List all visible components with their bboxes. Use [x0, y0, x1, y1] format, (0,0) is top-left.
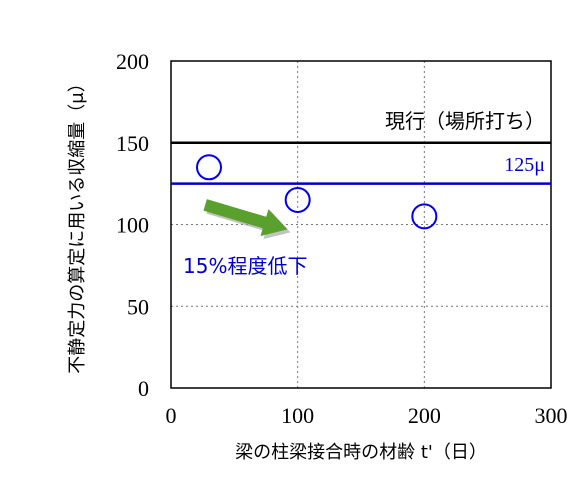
x-tick-label: 0 [166, 403, 177, 428]
x-tick-labels: 0 100 200 300 [166, 403, 568, 428]
x-axis-title: 梁の柱梁接合時の材齢 t'（日） [235, 442, 487, 463]
y-tick-label: 200 [116, 49, 149, 74]
y-tick-label: 150 [116, 131, 149, 156]
data-point [284, 186, 311, 213]
reference-125-label: 125μ [504, 154, 545, 176]
arrow-shape [203, 199, 288, 236]
x-tick-label: 200 [408, 403, 441, 428]
y-tick-label: 50 [127, 294, 149, 319]
y-tick-label: 0 [138, 376, 149, 401]
x-tick-label: 300 [535, 403, 568, 428]
decrease-annotation: 15%程度低下 [183, 254, 307, 278]
data-point [196, 154, 222, 181]
data-point [411, 203, 438, 230]
y-tick-labels: 0 50 100 150 200 [116, 49, 149, 401]
y-tick-label: 100 [116, 213, 149, 238]
y-axis-title: 不静定力の算定に用いる収縮量（μ） [67, 74, 88, 373]
plot-area-frame [170, 60, 552, 389]
data-points [196, 154, 438, 230]
reference-lines [171, 141, 551, 185]
decrease-arrow [203, 199, 291, 239]
current-method-label: 現行（場所打ち） [385, 109, 545, 133]
x-tick-label: 100 [281, 403, 314, 428]
